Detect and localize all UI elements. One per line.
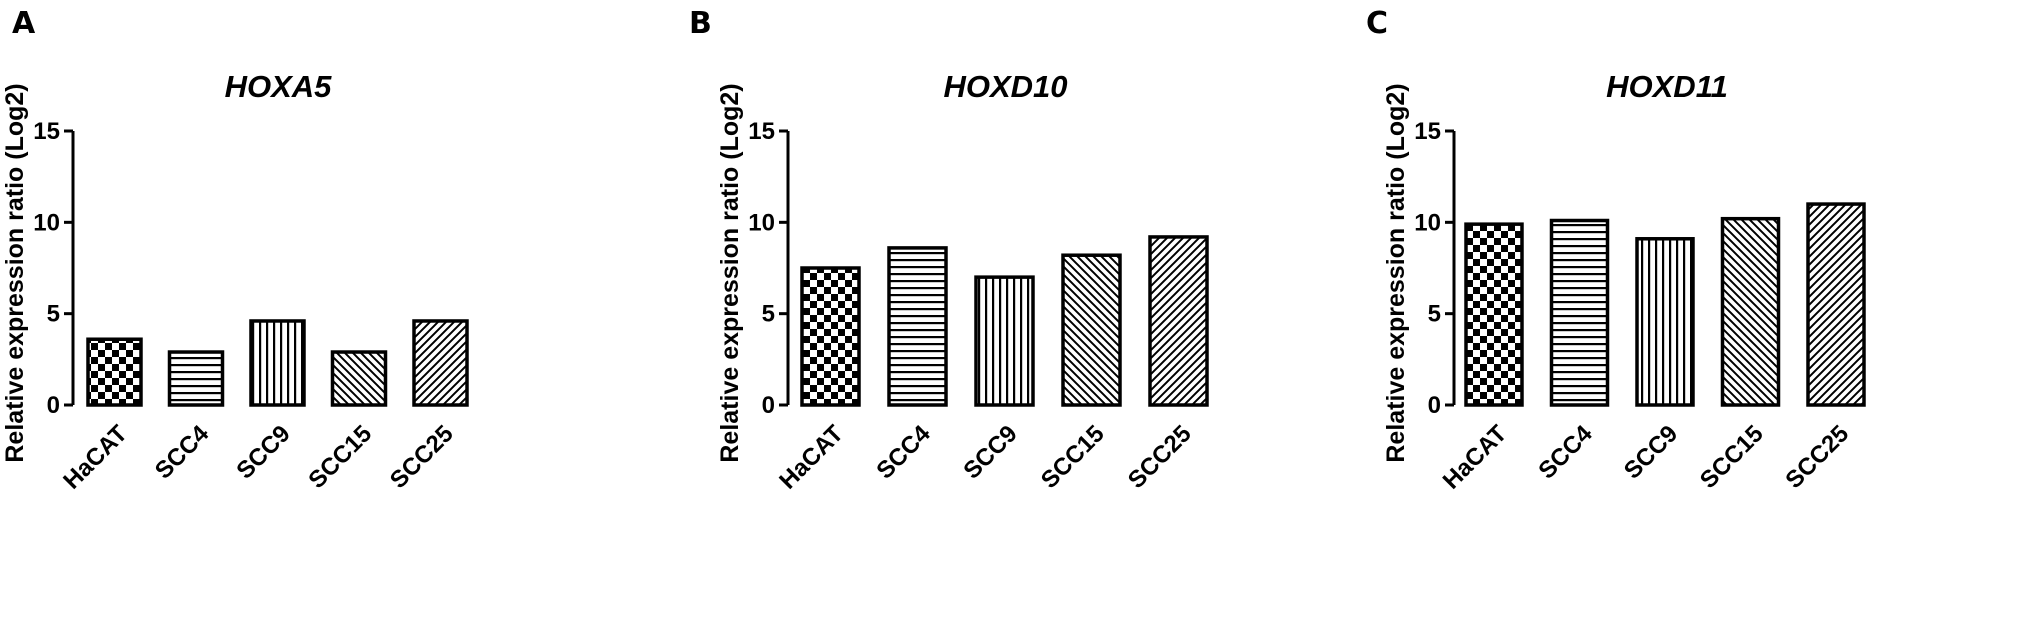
x-tick-label: SCC9 — [958, 420, 1022, 484]
x-tick-label: HaCAT — [58, 420, 133, 495]
chart-title: HOXD10 — [943, 69, 1067, 104]
bar-chart: HOXD11 Relative expression ratio (Log2) 0 5… — [1382, 69, 1866, 495]
y-tick-label: 0 — [1428, 392, 1441, 419]
y-axis-label: Relative expression ratio (Log2) — [1382, 83, 1410, 462]
bar-scc15 — [330, 350, 388, 407]
y-tick-label: 5 — [1428, 301, 1441, 328]
panel-letter: A — [12, 6, 36, 41]
y-axis-label: Relative expression ratio (Log2) — [1, 83, 29, 462]
bar-scc25 — [412, 319, 469, 407]
chart-panel-c: C HOXD11 Relative expression ratio (Log2) 0… — [1354, 0, 2031, 631]
y-tick-label: 5 — [47, 301, 60, 328]
x-tick-label: SCC25 — [1123, 420, 1197, 494]
bar-scc4 — [887, 246, 948, 407]
bar-scc15 — [1720, 216, 1781, 407]
bar-hacat — [86, 337, 143, 407]
x-tick-label: SCC25 — [1780, 420, 1854, 494]
x-tick-label: SCC4 — [1533, 420, 1598, 485]
y-tick-label: 10 — [748, 209, 775, 236]
bar-chart: HOXA5 Relative expression ratio (Log2) 0 5 1… — [1, 69, 469, 495]
x-tick-label: SCC9 — [231, 420, 295, 484]
chart-panel-b: B HOXD10 Relative expression ratio (Log2) 0… — [677, 0, 1354, 631]
y-tick-label: 10 — [33, 209, 60, 236]
bar-scc9 — [1635, 237, 1695, 407]
y-tick-label: 5 — [762, 301, 775, 328]
chart-panel-a: A HOXA5 Relative expression ratio (Log2) 0 5… — [0, 0, 677, 631]
bar-scc4 — [167, 350, 225, 407]
x-tick-label: SCC25 — [385, 420, 459, 494]
bar-scc25 — [1806, 202, 1866, 407]
x-tick-label: SCC9 — [1619, 420, 1683, 484]
chart-title: HOXA5 — [225, 69, 333, 104]
bar-hacat — [1464, 222, 1524, 407]
bar-scc15 — [1061, 253, 1122, 407]
bar-scc25 — [1148, 235, 1209, 407]
y-axis-label: Relative expression ratio (Log2) — [716, 83, 744, 462]
y-tick-label: 15 — [748, 118, 775, 145]
panel-letter: C — [1366, 6, 1389, 41]
x-tick-label: SCC4 — [150, 420, 215, 485]
x-tick-label: SCC15 — [303, 420, 377, 494]
x-tick-label: SCC15 — [1695, 420, 1769, 494]
y-tick-label: 10 — [1414, 209, 1441, 236]
panel-letter: B — [689, 6, 712, 41]
bar-scc9 — [974, 275, 1035, 407]
chart-title: HOXD11 — [1606, 69, 1728, 104]
x-tick-label: HaCAT — [774, 420, 849, 495]
y-tick-label: 0 — [47, 392, 60, 419]
bar-scc9 — [249, 319, 306, 407]
y-tick-label: 15 — [33, 118, 60, 145]
bar-hacat — [800, 266, 861, 407]
bar-scc4 — [1549, 218, 1610, 407]
y-tick-label: 15 — [1414, 118, 1441, 145]
y-tick-label: 0 — [762, 392, 775, 419]
x-tick-label: HaCAT — [1438, 420, 1513, 495]
bar-chart: HOXD10 Relative expression ratio (Log2) 0 5… — [716, 69, 1209, 495]
x-tick-label: SCC15 — [1036, 420, 1110, 494]
x-tick-label: SCC4 — [871, 420, 936, 485]
